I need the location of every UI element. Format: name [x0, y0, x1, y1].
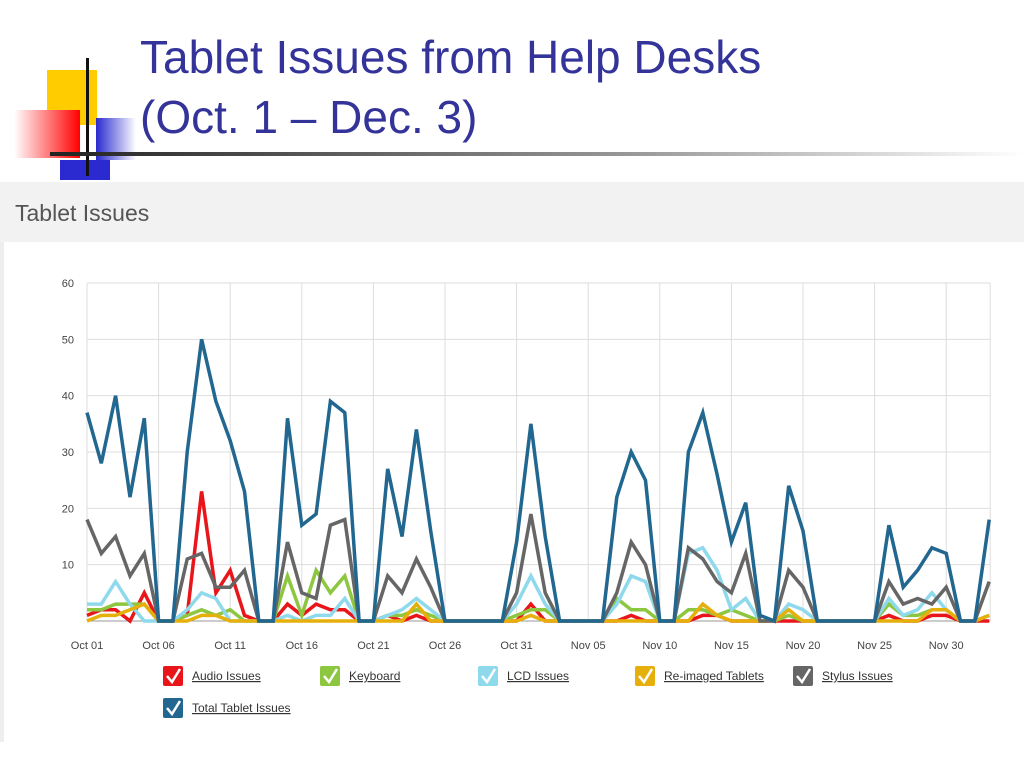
x-tick-label: Nov 15 — [714, 640, 749, 652]
y-tick-label: 30 — [62, 447, 74, 459]
y-tick-label: 10 — [62, 560, 74, 572]
y-tick-label: 20 — [62, 503, 74, 515]
logo — [14, 58, 1024, 180]
legend-check — [166, 700, 182, 717]
series-line — [85, 513, 991, 623]
legend-check — [481, 668, 497, 685]
legend-label[interactable]: Total Tablet Issues — [192, 701, 291, 715]
x-tick-label: Oct 11 — [214, 640, 246, 652]
x-tick-label: Oct 26 — [429, 640, 461, 652]
legend-item[interactable]: Audio Issues — [163, 666, 261, 686]
y-tick-label: 40 — [62, 391, 74, 403]
x-tick-label: Nov 25 — [857, 640, 892, 652]
legend-label[interactable]: Keyboard — [349, 669, 400, 683]
slide-title: (Oct. 1 – Dec. 3) — [140, 91, 477, 143]
x-tick-label: Nov 05 — [571, 640, 606, 652]
panel-header — [0, 182, 1024, 242]
x-tick-label: Nov 20 — [786, 640, 821, 652]
legend-item[interactable]: Keyboard — [320, 666, 400, 686]
legend-item[interactable]: Total Tablet Issues — [163, 698, 291, 718]
series-line — [85, 338, 991, 624]
panel-border — [0, 242, 4, 742]
legend-label[interactable]: LCD Issues — [507, 669, 569, 683]
legend-check — [166, 668, 182, 685]
legend-item[interactable]: Re-imaged Tablets — [635, 666, 764, 686]
x-tick-label: Oct 31 — [500, 640, 532, 652]
y-tick-label: 50 — [62, 334, 74, 346]
legend-check — [323, 668, 339, 685]
legend-check — [638, 668, 654, 685]
legend-item[interactable]: LCD Issues — [478, 666, 569, 686]
x-tick-label: Oct 06 — [142, 640, 174, 652]
y-tick-label: 60 — [62, 278, 74, 290]
legend-item[interactable]: Stylus Issues — [793, 666, 893, 686]
legend-label[interactable]: Re-imaged Tablets — [664, 669, 764, 683]
legend-check — [796, 668, 812, 685]
x-tick-label: Nov 30 — [929, 640, 964, 652]
legend-label[interactable]: Stylus Issues — [822, 669, 893, 683]
slide-title: Tablet Issues from Help Desks — [140, 31, 761, 83]
x-tick-label: Oct 01 — [71, 640, 103, 652]
legend-label[interactable]: Audio Issues — [192, 669, 261, 683]
x-tick-label: Oct 16 — [286, 640, 318, 652]
chart-title: Tablet Issues — [15, 200, 149, 226]
x-tick-label: Oct 21 — [357, 640, 389, 652]
x-tick-label: Nov 10 — [642, 640, 677, 652]
